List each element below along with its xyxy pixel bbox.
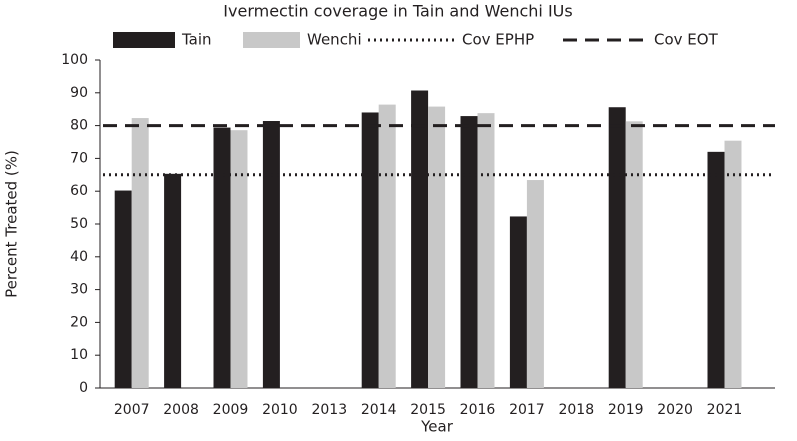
- bar: [707, 151, 725, 388]
- bar: [131, 118, 149, 388]
- bar: [378, 104, 396, 388]
- x-tick-label: 2014: [361, 402, 397, 418]
- y-tick-label: 80: [70, 118, 88, 134]
- legend-label: Cov EOT: [654, 31, 719, 49]
- x-tick-label: 2013: [311, 402, 347, 418]
- y-tick-label: 20: [70, 314, 88, 330]
- bar: [509, 216, 527, 388]
- legend-swatch: [243, 32, 300, 48]
- y-tick-label: 70: [70, 150, 88, 166]
- y-tick-label: 30: [70, 282, 88, 298]
- y-axis-label: Percent Treated (%): [3, 150, 21, 298]
- bar: [213, 127, 231, 389]
- x-tick-label: 2008: [163, 402, 199, 418]
- y-tick-label: 100: [61, 52, 88, 68]
- bar: [608, 107, 626, 389]
- bar: [724, 140, 742, 388]
- legend-label: Cov EPHP: [462, 31, 534, 49]
- legend-label: Wenchi: [307, 31, 362, 49]
- bar: [460, 116, 478, 388]
- x-tick-label: 2020: [657, 402, 693, 418]
- x-tick-label: 2015: [410, 402, 446, 418]
- y-tick-label: 50: [70, 216, 88, 232]
- bar: [526, 180, 544, 388]
- y-tick-label: 90: [70, 85, 88, 101]
- bar: [428, 106, 446, 389]
- bar: [477, 113, 495, 389]
- y-tick-label: 60: [70, 183, 88, 199]
- bar: [625, 121, 643, 388]
- x-tick-label: 2010: [262, 402, 298, 418]
- chart-title: Ivermectin coverage in Tain and Wenchi I…: [223, 2, 572, 21]
- x-tick-label: 2017: [509, 402, 545, 418]
- x-tick-label: 2021: [707, 402, 743, 418]
- y-tick-label: 10: [70, 347, 88, 363]
- x-tick-label: 2019: [608, 402, 644, 418]
- x-tick-label: 2016: [460, 402, 496, 418]
- bar: [164, 173, 182, 388]
- bar: [230, 130, 248, 388]
- x-tick-label: 2009: [213, 402, 249, 418]
- bar: [411, 90, 429, 388]
- x-axis-label: Year: [420, 418, 454, 436]
- y-tick-label: 40: [70, 249, 88, 265]
- legend-swatch: [113, 32, 175, 48]
- bar: [361, 112, 379, 388]
- bar: [262, 121, 280, 389]
- y-tick-label: 0: [79, 380, 88, 396]
- legend-label: Tain: [181, 31, 212, 49]
- bar: [114, 190, 132, 388]
- x-tick-label: 2018: [558, 402, 594, 418]
- x-tick-label: 2007: [114, 402, 150, 418]
